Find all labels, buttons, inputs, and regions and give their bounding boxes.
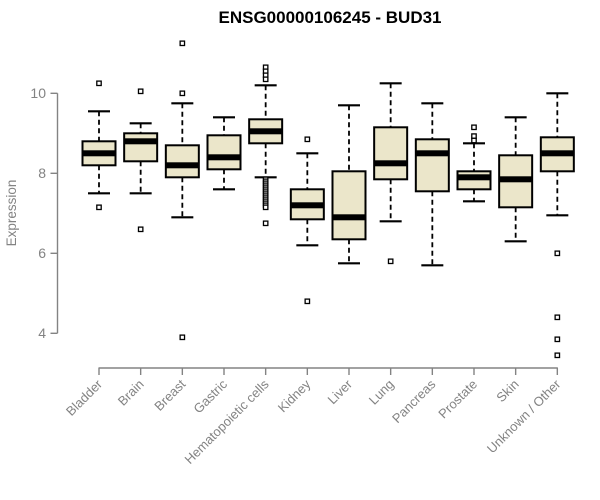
outlier-point: [96, 204, 102, 211]
x-tick-label: Prostate: [435, 377, 480, 422]
box-breast: [164, 40, 200, 341]
outlier-point: [304, 298, 311, 305]
box-brain: [123, 88, 159, 233]
median-line: [332, 214, 366, 221]
median-line: [499, 176, 533, 183]
median-line: [249, 128, 283, 135]
box-prostate: [456, 124, 492, 203]
x-tick-label: Brain: [115, 377, 147, 409]
median-line: [415, 150, 449, 157]
x-tick-label: Unknown / Other: [484, 376, 564, 456]
outlier-point: [304, 136, 311, 143]
outlier-point: [387, 258, 394, 265]
outlier-point: [554, 314, 561, 321]
iqr-box: [414, 138, 450, 193]
outlier-point: [262, 204, 269, 211]
outlier-point: [554, 352, 561, 359]
median-line: [374, 160, 408, 167]
iqr-box: [206, 134, 242, 171]
iqr-box: [164, 144, 200, 179]
outlier-point: [554, 250, 561, 257]
x-tick-label: Breast: [151, 376, 188, 413]
outlier-point: [554, 336, 561, 343]
y-axis-label: Expression: [4, 180, 19, 247]
box-liver: [331, 104, 367, 265]
x-tick-label: Kidney: [275, 376, 314, 415]
outlier-point: [96, 80, 102, 87]
x-tick-label: Lung: [366, 377, 397, 408]
y-tick-label: 4: [38, 325, 46, 341]
outlier-point: [262, 220, 269, 227]
outlier-point: [179, 90, 186, 97]
outlier-point: [262, 76, 269, 83]
box-hematopoietic-cells: [248, 64, 284, 227]
box-pancreas: [414, 102, 450, 267]
y-tick-label: 6: [38, 245, 46, 261]
median-line: [124, 138, 158, 145]
box-gastric: [206, 116, 242, 191]
median-line: [82, 150, 116, 157]
outlier-point: [471, 137, 477, 144]
x-tick-label: Pancreas: [389, 376, 439, 426]
outlier-point: [137, 226, 144, 233]
box-bladder: [81, 80, 117, 211]
outlier-point: [179, 40, 186, 47]
x-tick-label: Bladder: [63, 376, 106, 419]
iqr-box: [123, 132, 159, 163]
outlier-point: [137, 88, 144, 95]
box-unknown-other: [539, 92, 575, 359]
y-tick-label: 10: [30, 85, 46, 101]
box-lung: [373, 82, 409, 265]
outlier-point: [471, 133, 477, 139]
x-tick-label: Gastric: [190, 376, 230, 416]
box-kidney: [289, 136, 325, 305]
iqr-box: [373, 126, 409, 181]
outlier-point: [471, 124, 477, 131]
chart-title: ENSG00000106245 - BUD31: [218, 8, 441, 27]
x-tick-label: Liver: [325, 376, 356, 407]
iqr-box: [331, 170, 367, 241]
box-skin: [498, 116, 534, 243]
median-line: [457, 174, 491, 181]
boxes: [81, 40, 575, 359]
y-tick-label: 8: [38, 165, 46, 181]
median-line: [540, 150, 574, 157]
x-tick-label: Skin: [493, 377, 521, 405]
outlier-point: [179, 334, 186, 341]
median-line: [207, 154, 241, 161]
median-line: [165, 162, 199, 169]
median-line: [290, 202, 324, 209]
